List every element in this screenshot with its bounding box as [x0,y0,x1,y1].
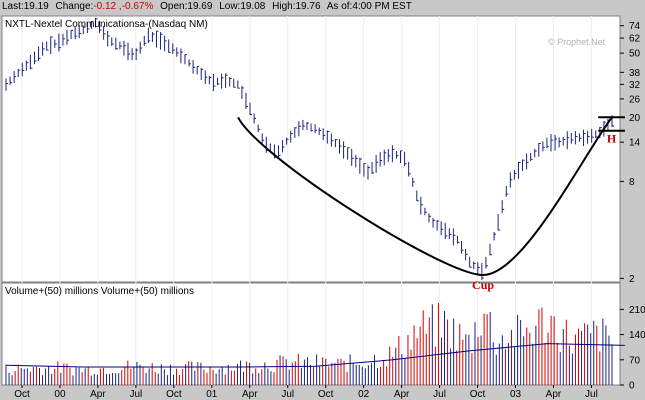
change-value: -0.12 ,-0.67% [93,1,154,12]
xtick-label: Apr [394,389,410,400]
xtick-label: Jul [433,389,446,400]
price-ytick-label: 74 [629,21,641,32]
xtick-label: Oct [318,389,334,400]
xtick-label: Oct [470,389,486,400]
volume-ytick-label: 70 [629,355,641,366]
price-ytick-label: 32 [629,80,641,91]
high-value: 19.76 [295,1,321,12]
price-ytick-label: 2 [629,274,635,285]
xtick-label: Jul [129,389,142,400]
change-label: Change: [55,1,94,12]
last-label: Last: [2,1,24,12]
price-ytick-label: 8 [629,177,635,188]
xtick-label: Apr [90,389,106,400]
low-value: 19.08 [240,1,266,12]
xtick-label: Oct [166,389,182,400]
high-label: High: [272,1,296,12]
cup-curve [237,116,613,276]
xtick-label: 01 [206,389,218,400]
volume-bars [5,302,625,385]
chart-title: NXTL-Nextel Communicationsa-(Nasdaq NM) [5,19,208,30]
xtick-label: 02 [358,389,370,400]
quote-bar: Last:19.19 Change:-0.12 ,-0.67% Open:19.… [2,1,416,13]
asof-value: 4:00 PM EST [352,1,412,12]
open-value: 19.69 [187,1,213,12]
volume-ytick-label: 0 [629,381,635,392]
xtick-label: 03 [510,389,522,400]
xtick-label: Apr [546,389,562,400]
xtick-label: 00 [54,389,66,400]
price-ytick-label: 14 [629,138,641,149]
price-ytick-label: 26 [629,94,641,105]
volume-moving-average [5,343,625,368]
open-label: Open: [160,1,188,12]
xtick-label: Jul [585,389,598,400]
volume-ytick-label: 140 [629,330,645,341]
price-ytick-label: 62 [629,34,641,45]
grid-lines [21,16,592,385]
xtick-label: Oct [14,389,30,400]
price-panel [1,15,621,283]
price-ytick-label: 50 [629,49,641,60]
volume-ytick-label: 210 [629,305,645,316]
asof-label: As of: [326,1,353,12]
xtick-label: Jul [281,389,294,400]
cup-label: Cup [472,278,494,292]
last-value: 19.19 [23,1,49,12]
price-bars [5,17,614,281]
price-ytick-label: 20 [629,113,641,124]
low-label: Low: [219,1,241,12]
watermark: © Prophet.Net [548,37,606,47]
xtick-label: Apr [242,389,258,400]
price-ytick-label: 38 [629,68,641,79]
volume-title: Volume+(50) millions Volume+(50) million… [5,286,194,297]
handle-label: H [607,132,617,146]
